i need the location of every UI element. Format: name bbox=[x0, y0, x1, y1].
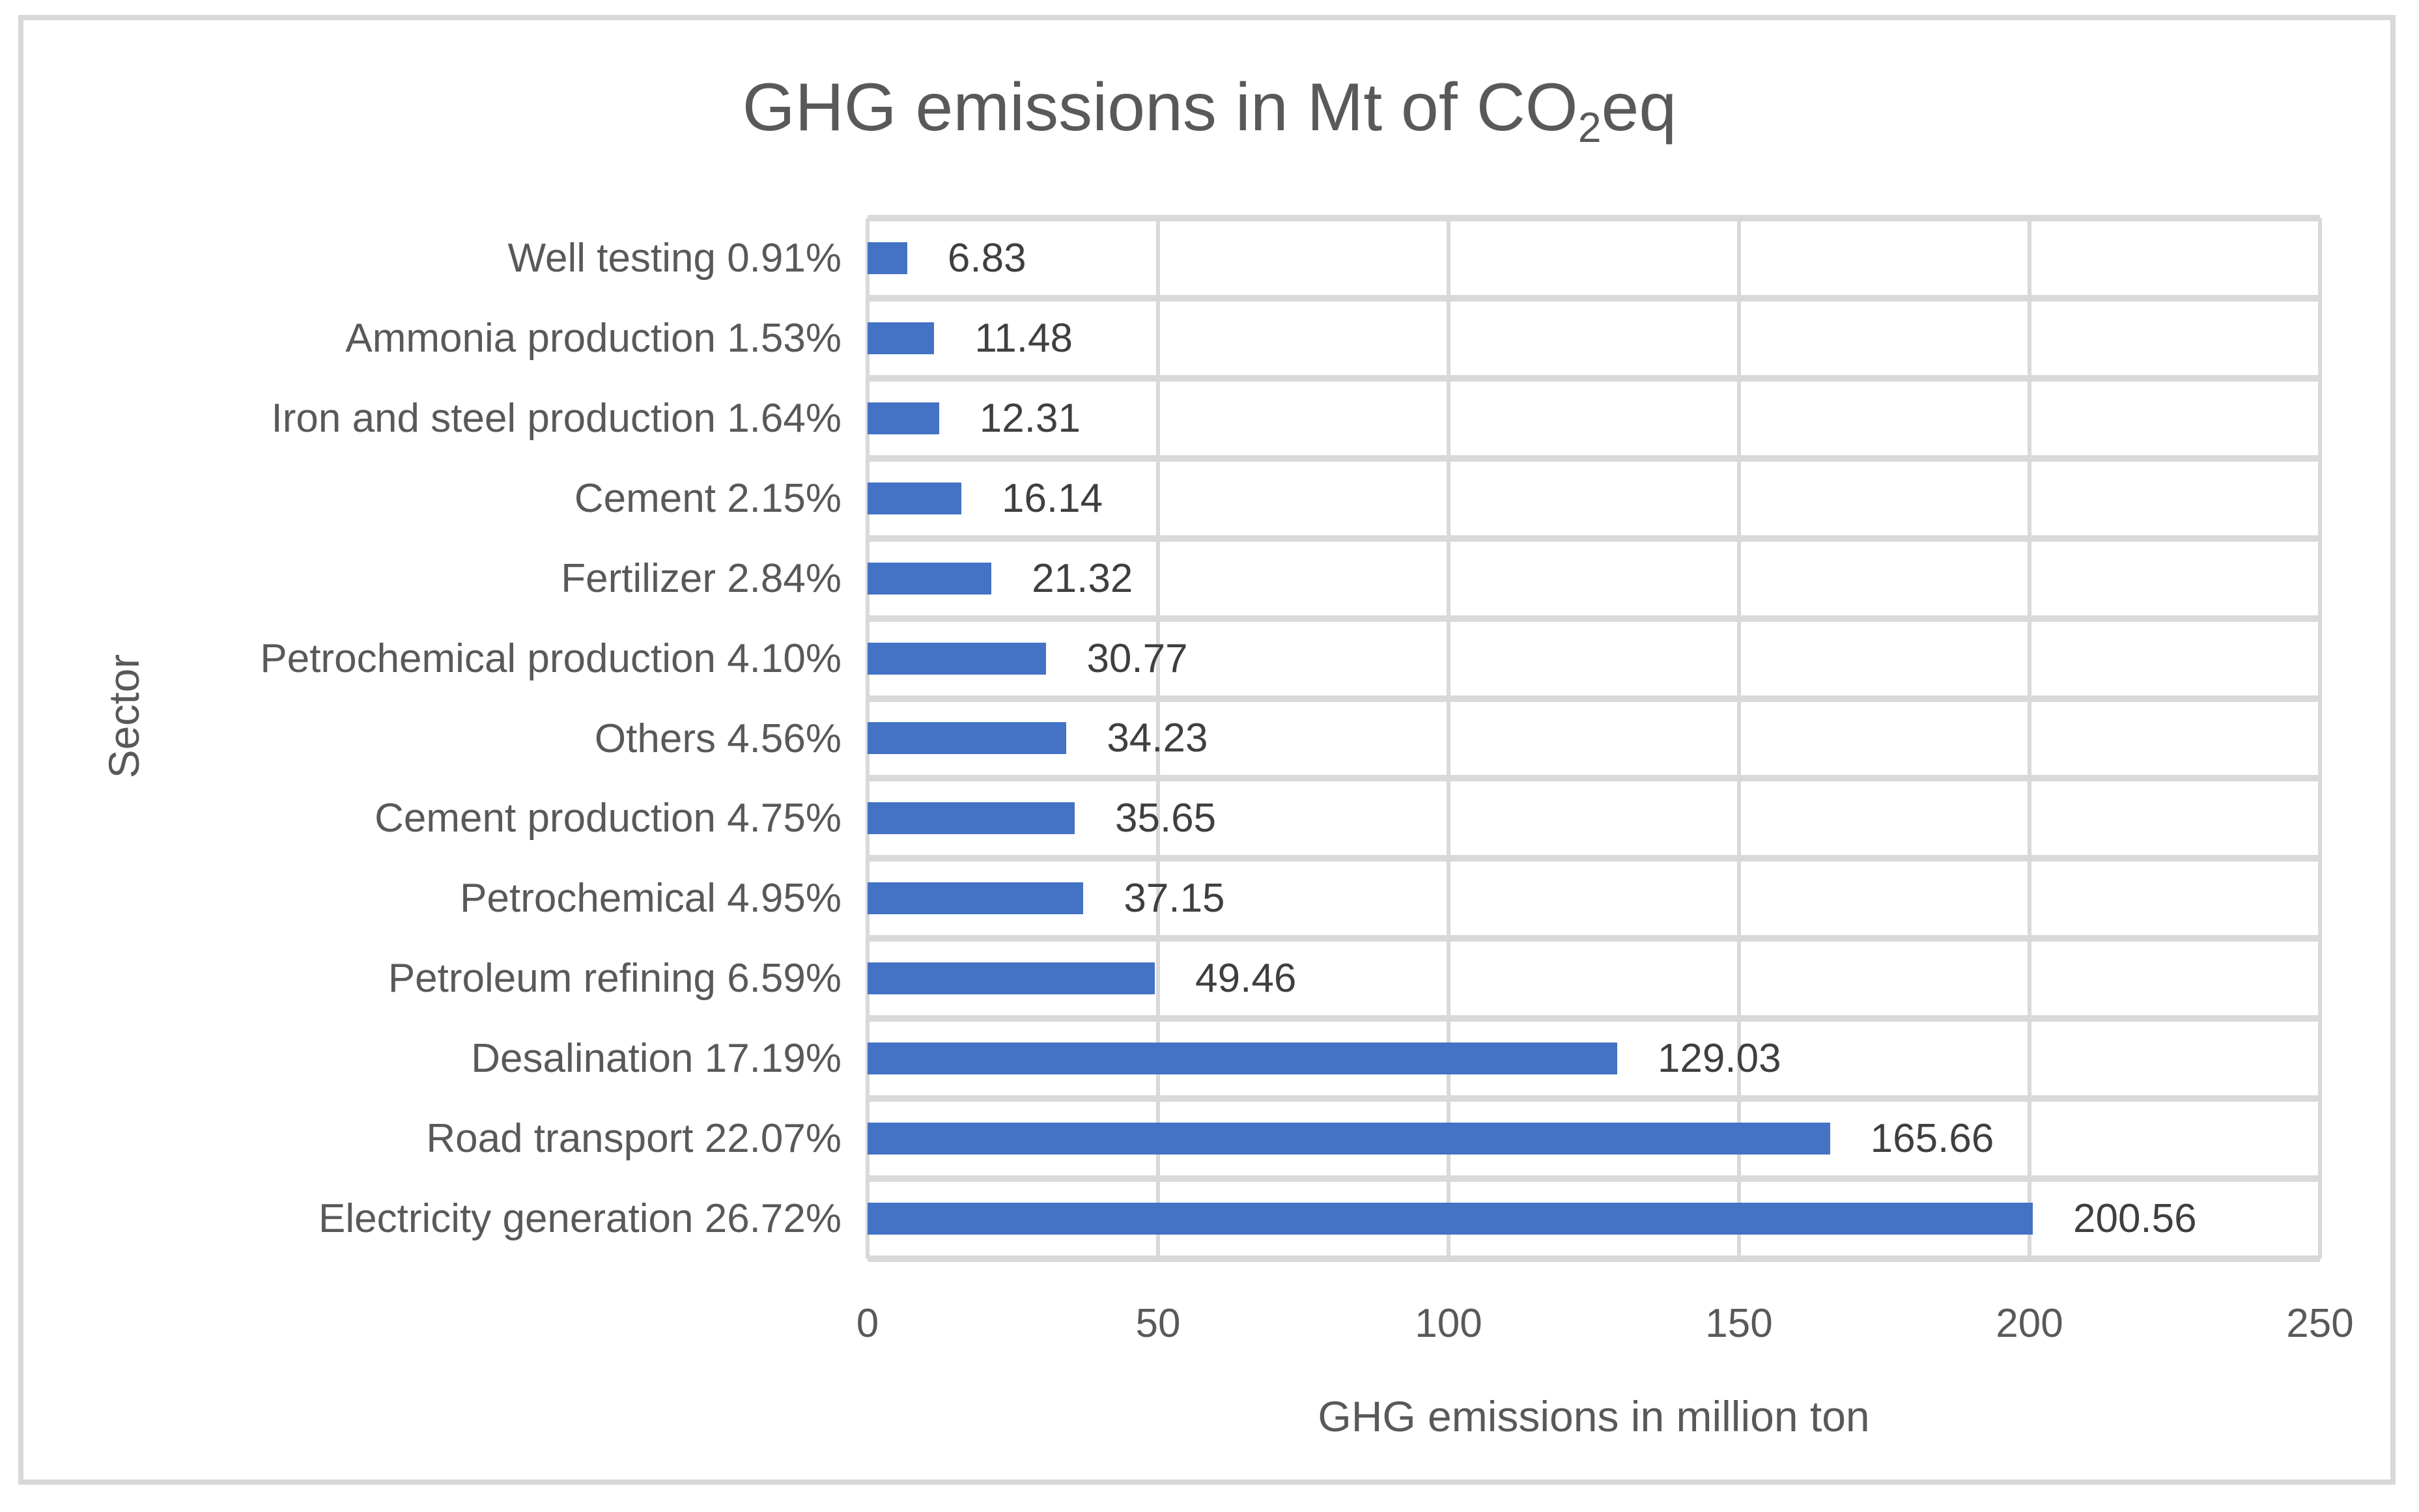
bar-row: 12.31 bbox=[868, 378, 2320, 458]
category-label: Ammonia production 1.53% bbox=[345, 315, 842, 361]
bar bbox=[868, 322, 935, 354]
category-label: Cement production 4.75% bbox=[375, 796, 842, 841]
plot-area: 6.83 11.48 12.31 16.14 21.32 30.77 34.23 35.65 3… bbox=[866, 215, 2322, 1262]
gridline-horizontal bbox=[868, 1175, 2320, 1183]
bar bbox=[868, 802, 1075, 835]
data-label: 37.15 bbox=[1124, 876, 1225, 921]
data-label: 16.14 bbox=[1001, 475, 1103, 521]
chart-title-text: GHG emissions in Mt of CO bbox=[742, 70, 1578, 145]
gridline-horizontal bbox=[868, 855, 2320, 862]
category-label: Well testing 0.91% bbox=[507, 235, 842, 281]
category-label: Electricity generation 26.72% bbox=[318, 1196, 842, 1242]
gridline-horizontal bbox=[868, 935, 2320, 942]
bar-row: 35.65 bbox=[868, 778, 2320, 858]
bar-row: 34.23 bbox=[868, 699, 2320, 779]
data-label: 12.31 bbox=[979, 395, 1081, 441]
category-label: Desalination 17.19% bbox=[471, 1036, 842, 1082]
category-label: Others 4.56% bbox=[594, 716, 842, 761]
x-axis-tick-label: 100 bbox=[1415, 1301, 1482, 1346]
bar-row: 11.48 bbox=[868, 298, 2320, 378]
figure-border bbox=[18, 15, 2396, 1485]
gridline-horizontal bbox=[868, 1015, 2320, 1022]
data-label: 34.23 bbox=[1107, 716, 1208, 761]
data-label: 21.32 bbox=[1032, 555, 1133, 601]
gridline-vertical bbox=[1156, 218, 1160, 1259]
bar-row: 6.83 bbox=[868, 218, 2320, 298]
data-label: 129.03 bbox=[1657, 1036, 1781, 1082]
category-label: Petrochemical 4.95% bbox=[460, 876, 842, 921]
gridline-horizontal bbox=[868, 615, 2320, 622]
data-label: 49.46 bbox=[1195, 956, 1297, 1001]
bar-row: 21.32 bbox=[868, 539, 2320, 619]
gridline-horizontal bbox=[868, 455, 2320, 462]
gridline-horizontal bbox=[868, 374, 2320, 382]
chart-title: GHG emissions in Mt of CO2eq bbox=[0, 70, 2419, 151]
bar bbox=[868, 482, 961, 514]
bar-row: 37.15 bbox=[868, 858, 2320, 938]
gridline-horizontal bbox=[868, 294, 2320, 301]
gridline-vertical bbox=[1737, 218, 1741, 1259]
gridline-horizontal bbox=[868, 535, 2320, 542]
bar bbox=[868, 1203, 2033, 1235]
bar bbox=[868, 1123, 1830, 1155]
category-label: Iron and steel production 1.64% bbox=[271, 395, 842, 441]
gridline-horizontal bbox=[868, 215, 2320, 221]
category-label: Petrochemical production 4.10% bbox=[260, 636, 842, 681]
bar bbox=[868, 722, 1067, 755]
category-label: Road transport 22.07% bbox=[426, 1116, 842, 1162]
bar bbox=[868, 402, 939, 434]
bar-row: 165.66 bbox=[868, 1099, 2320, 1179]
bar-row: 129.03 bbox=[868, 1018, 2320, 1099]
data-label: 11.48 bbox=[974, 315, 1073, 361]
bar bbox=[868, 642, 1047, 675]
bar-row: 49.46 bbox=[868, 938, 2320, 1018]
chart-title-subscript: 2 bbox=[1577, 104, 1602, 152]
bar bbox=[868, 882, 1084, 915]
bar bbox=[868, 562, 992, 595]
data-label: 6.83 bbox=[947, 235, 1026, 281]
x-axis-title: GHG emissions in million ton bbox=[1318, 1392, 1870, 1440]
bar-row: 200.56 bbox=[868, 1179, 2320, 1259]
gridline-vertical bbox=[2318, 218, 2322, 1259]
chart-title-suffix: eq bbox=[1601, 70, 1677, 145]
x-axis-tick-label: 0 bbox=[856, 1301, 879, 1346]
x-axis-tick-label: 200 bbox=[1996, 1301, 2063, 1346]
gridline-horizontal bbox=[868, 695, 2320, 702]
bar bbox=[868, 242, 907, 274]
data-label: 30.77 bbox=[1086, 636, 1188, 681]
bar-row: 16.14 bbox=[868, 458, 2320, 539]
data-label: 200.56 bbox=[2072, 1196, 2197, 1242]
bar bbox=[868, 1043, 1617, 1075]
x-axis-tick-label: 150 bbox=[1705, 1301, 1773, 1346]
category-label: Cement 2.15% bbox=[574, 475, 842, 521]
category-label: Petroleum refining 6.59% bbox=[388, 956, 842, 1001]
gridline-horizontal bbox=[868, 775, 2320, 782]
gridline-vertical bbox=[2028, 218, 2031, 1259]
x-axis-tick-label: 250 bbox=[2286, 1301, 2354, 1346]
data-label: 35.65 bbox=[1114, 796, 1217, 841]
gridline-horizontal bbox=[868, 1255, 2320, 1262]
data-label: 165.66 bbox=[1870, 1116, 1994, 1162]
x-axis-tick-label: 50 bbox=[1135, 1301, 1181, 1346]
bar bbox=[868, 962, 1155, 995]
gridline-horizontal bbox=[868, 1095, 2320, 1102]
category-label: Fertilizer 2.84% bbox=[561, 555, 842, 601]
gridline-vertical bbox=[1447, 218, 1450, 1259]
bar-row: 30.77 bbox=[868, 619, 2320, 699]
